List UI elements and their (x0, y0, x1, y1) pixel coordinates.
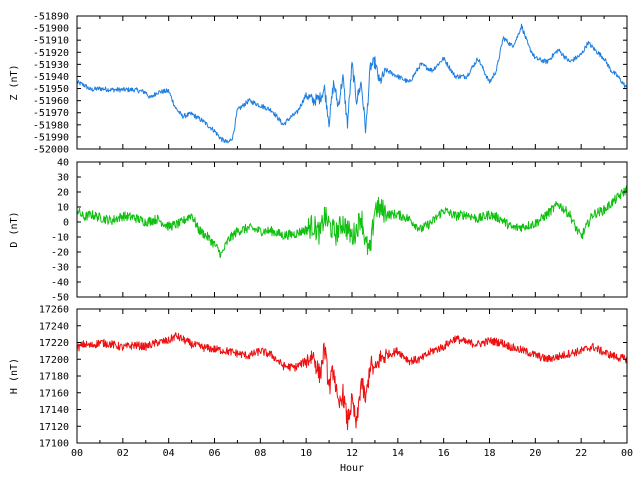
y-tick-label: 10 (57, 203, 69, 214)
x-tick-label: 00 (621, 448, 633, 459)
y-tick-label: 17240 (39, 321, 69, 332)
plot-frame-0 (76, 15, 628, 150)
y-tick-label: -51950 (33, 84, 69, 95)
y-tick-label: -50 (51, 293, 69, 304)
y-tick-label: -51920 (33, 48, 69, 59)
y-tick-label: -30 (51, 263, 69, 274)
y-tick-label: 0 (63, 218, 69, 229)
y-tick-label: 40 (57, 158, 69, 169)
y-tick-label: 30 (57, 173, 69, 184)
x-tick-label: 12 (346, 448, 358, 459)
y-tick-label: -51970 (33, 108, 69, 119)
x-tick-label: 18 (483, 448, 495, 459)
y-tick-label: -51940 (33, 72, 69, 83)
y-tick-label: -51960 (33, 96, 69, 107)
y-tick-label: 17100 (39, 439, 69, 450)
panel-2: 17260 17240 17220 17200 17180 17160 17140 17120… (9, 305, 633, 475)
x-tick-label: 20 (529, 448, 541, 459)
y-axis-label: H (nT) (9, 358, 20, 394)
y-tick-label: 20 (57, 188, 69, 199)
y-tick-label: 17120 (39, 422, 69, 433)
y-tick-label: 17140 (39, 405, 69, 416)
y-tick-label: 17220 (39, 338, 69, 349)
y-tick-label: -20 (51, 248, 69, 259)
x-tick-label: 10 (300, 448, 312, 459)
y-tick-label: 17260 (39, 305, 69, 316)
x-tick-label: 00 (71, 448, 83, 459)
x-tick-label: 22 (575, 448, 587, 459)
y-axis-label: Z (nT) (9, 64, 20, 100)
y-tick-label: -51990 (33, 132, 69, 143)
y-tick-label: -51900 (33, 24, 69, 35)
x-tick-label: 04 (163, 448, 175, 459)
x-tick-label: 16 (438, 448, 450, 459)
series-line-1-0 (76, 185, 628, 258)
y-tick-label: -51980 (33, 120, 69, 131)
y-tick-label: -40 (51, 278, 69, 289)
y-tick-label: 17160 (39, 388, 69, 399)
y-tick-label: -52000 (33, 145, 69, 156)
x-tick-label: 02 (117, 448, 129, 459)
x-axis-label: Hour (340, 463, 364, 474)
y-tick-label: -10 (51, 233, 69, 244)
chart-panels: -51890-51900-51910-51920-51930-51940-519… (9, 12, 633, 475)
y-tick-label: 17200 (39, 355, 69, 366)
series-line-0-0 (76, 23, 628, 144)
y-tick-label: -51930 (33, 60, 69, 71)
y-tick-label: -51910 (33, 36, 69, 47)
panel-0: -51890-51900-51910-51920-51930-51940-519… (9, 12, 628, 156)
series-line-2-0 (76, 332, 627, 431)
y-tick-label: -51890 (33, 12, 69, 23)
y-tick-label: 17180 (39, 372, 69, 383)
x-tick-label: 14 (392, 448, 404, 459)
x-tick-label: 06 (208, 448, 220, 459)
y-axis-label: D (nT) (9, 211, 20, 247)
plot-frame-2 (76, 308, 628, 444)
x-tick-label: 08 (254, 448, 266, 459)
panel-1: 40 30 20 10 0 -10 -20 -30 -40 -50 D (nT) (9, 158, 628, 304)
